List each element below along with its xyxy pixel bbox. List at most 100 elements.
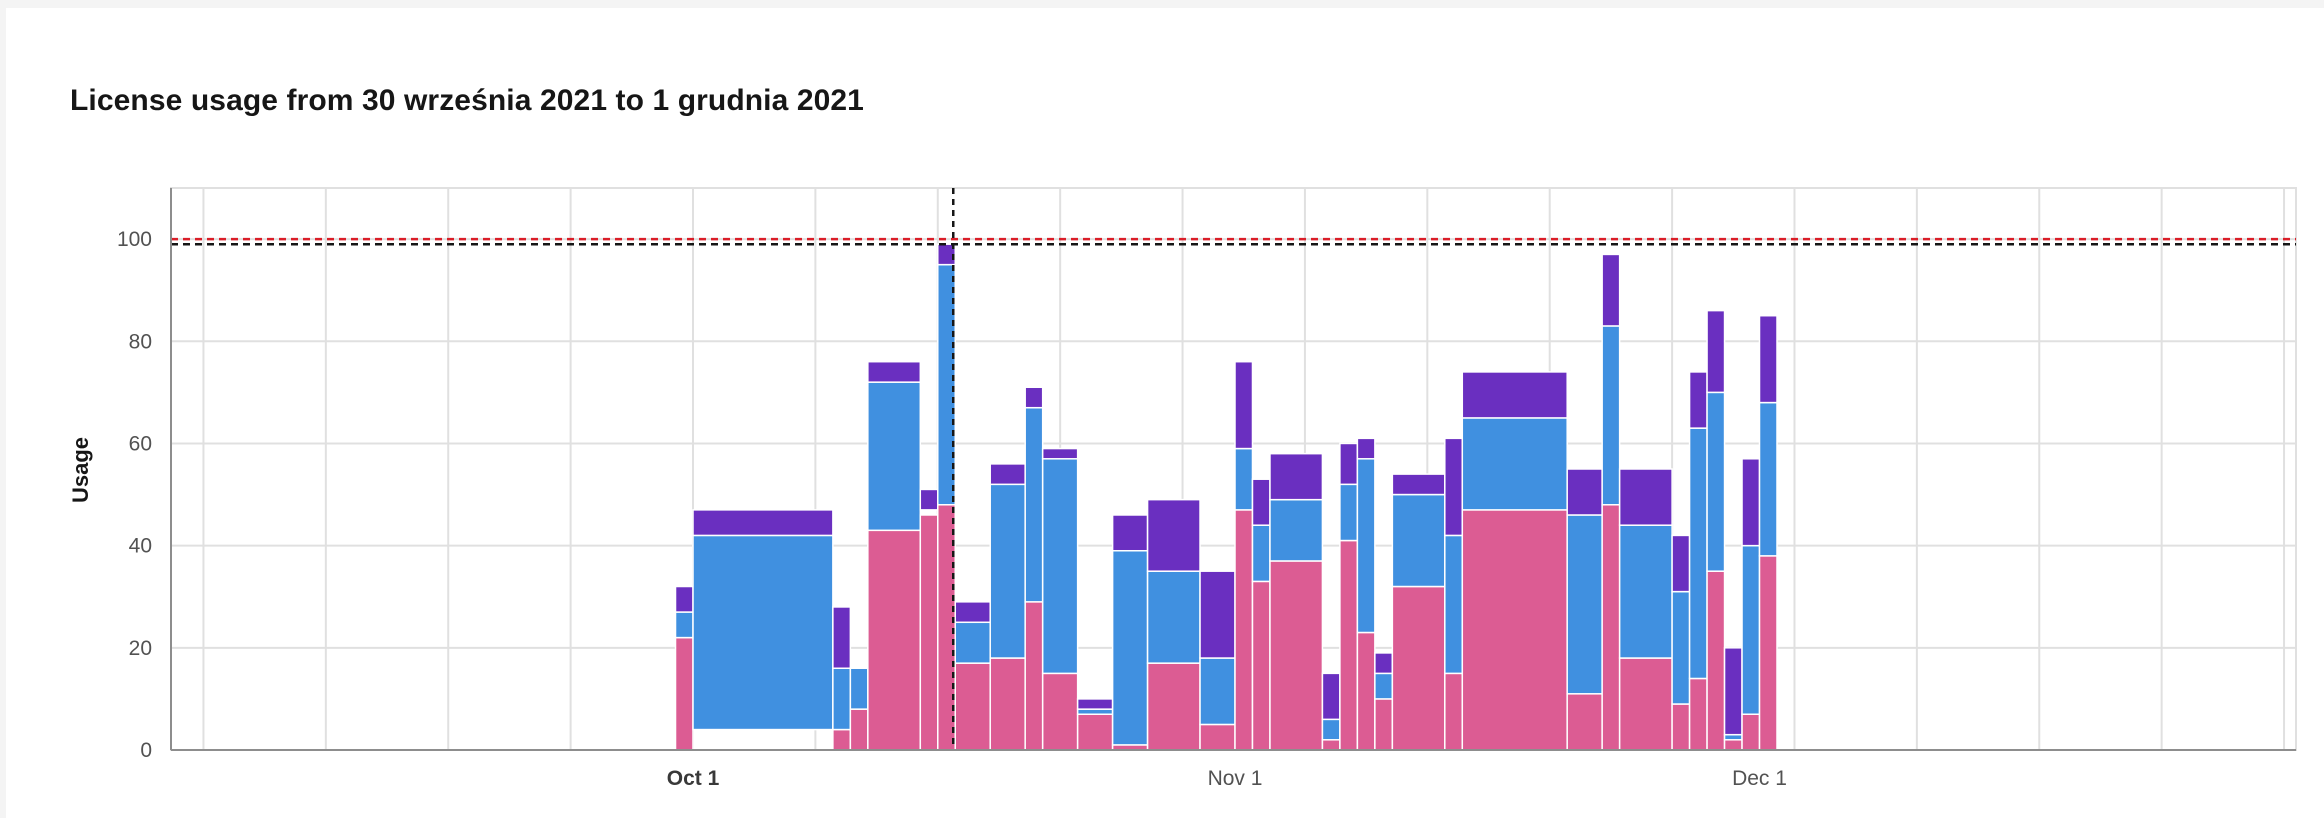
y-tick-label-20: 20 — [129, 637, 152, 660]
bar-11-segment-top — [1076, 698, 1114, 710]
bar-27-segment-middle — [1618, 524, 1673, 659]
bar-14-segment-top — [1199, 570, 1236, 659]
bar-6-segment-top — [937, 243, 957, 266]
bar-2-segment-bottom — [832, 728, 852, 751]
bar-8-segment-top — [989, 463, 1026, 486]
bar-30-segment-top — [1706, 309, 1726, 394]
bar-14-segment-bottom — [1199, 723, 1236, 751]
bar-32-segment-bottom — [1741, 713, 1761, 751]
bar-18-segment-bottom — [1321, 739, 1341, 751]
bar-28-segment-middle — [1671, 590, 1691, 705]
bar-7-segment-middle — [954, 621, 991, 664]
bar-31-segment-bottom — [1723, 739, 1743, 751]
y-tick-label-100: 100 — [117, 228, 152, 251]
bar-33-segment-bottom — [1758, 555, 1778, 751]
bar-20-segment-bottom — [1356, 631, 1376, 751]
bar-22-segment-bottom — [1391, 585, 1446, 751]
bar-21-segment-middle — [1374, 672, 1394, 700]
bar-30-segment-middle — [1706, 391, 1726, 572]
bar-10-segment-top — [1041, 447, 1079, 460]
bar-26-segment-bottom — [1601, 504, 1621, 751]
bar-20-segment-top — [1356, 437, 1376, 460]
bar-23-segment-bottom — [1444, 672, 1464, 751]
bar-16-segment-top — [1251, 478, 1271, 526]
bar-25-segment-top — [1566, 468, 1603, 516]
x-tick-label-nov-1: Nov 1 — [1208, 767, 1263, 790]
bar-31-segment-top — [1723, 647, 1743, 736]
bar-24-segment-bottom — [1461, 509, 1568, 751]
bar-26-segment-middle — [1601, 325, 1621, 506]
bar-22-segment-middle — [1391, 493, 1446, 588]
bar-23-segment-top — [1444, 437, 1464, 537]
bar-7-segment-bottom — [954, 662, 991, 751]
y-tick-label-60: 60 — [129, 432, 152, 455]
bar-18-segment-top — [1321, 672, 1341, 721]
bar-10-segment-middle — [1041, 458, 1079, 675]
bar-16-segment-middle — [1251, 524, 1271, 583]
bar-9-segment-bottom — [1024, 601, 1044, 751]
bar-27-segment-bottom — [1618, 657, 1673, 751]
bar-12-segment-middle — [1111, 549, 1149, 746]
bar-14-segment-middle — [1199, 657, 1236, 726]
y-axis-title: Usage — [68, 437, 93, 503]
bar-11-segment-middle — [1076, 708, 1114, 715]
bar-0-segment-bottom — [674, 636, 694, 751]
bar-31-segment-middle — [1723, 733, 1743, 741]
bar-26-segment-top — [1601, 253, 1621, 327]
bar-24-segment-top — [1461, 371, 1568, 419]
bar-9-segment-middle — [1024, 406, 1044, 603]
bar-21-segment-top — [1374, 652, 1394, 675]
bar-20-segment-middle — [1356, 458, 1376, 634]
x-tick-label-oct-1: Oct 1 — [667, 767, 720, 790]
bar-29-segment-bottom — [1688, 677, 1708, 751]
bar-5-segment-bottom — [919, 514, 939, 751]
bar-8-segment-bottom — [989, 657, 1026, 751]
bar-15-segment-bottom — [1234, 509, 1254, 751]
axis-layer: 0 20 40 60 80 100 Oct 1 Nov 1 Dec 1 — [117, 188, 2296, 790]
bar-27-segment-top — [1618, 468, 1673, 526]
bar-17-segment-top — [1269, 452, 1324, 501]
x-tick-label-dec-1: Dec 1 — [1732, 767, 1787, 790]
bar-3-segment-bottom — [849, 708, 869, 751]
y-tick-label-0: 0 — [140, 739, 152, 762]
bar-33-segment-top — [1758, 314, 1778, 404]
bar-12-segment-top — [1111, 514, 1149, 552]
bar-4-segment-top — [867, 360, 922, 383]
bar-23-segment-middle — [1444, 534, 1464, 675]
reference-lines-layer — [171, 188, 2296, 750]
bar-24-segment-middle — [1461, 417, 1568, 511]
bar-7-segment-top — [954, 601, 991, 624]
bar-30-segment-bottom — [1706, 570, 1726, 751]
bar-13-segment-top — [1146, 498, 1201, 572]
bar-15-segment-top — [1234, 360, 1254, 450]
bar-2-segment-top — [832, 606, 852, 670]
bar-0-segment-middle — [674, 611, 694, 639]
bar-19-segment-bottom — [1339, 539, 1359, 751]
bar-4-segment-bottom — [867, 529, 922, 751]
bar-4-segment-middle — [867, 381, 922, 532]
bar-19-segment-top — [1339, 442, 1359, 486]
chart-title: License usage from 30 września 2021 to 1… — [70, 84, 864, 117]
bar-13-segment-bottom — [1146, 662, 1201, 751]
bar-8-segment-middle — [989, 483, 1026, 659]
bar-17-segment-bottom — [1269, 560, 1324, 751]
bar-2-segment-middle — [832, 667, 852, 731]
bar-1-segment-middle — [692, 534, 834, 731]
bar-28-segment-bottom — [1671, 703, 1691, 751]
y-tick-label-80: 80 — [129, 330, 152, 353]
bar-10-segment-bottom — [1041, 672, 1079, 751]
bar-11-segment-bottom — [1076, 713, 1114, 751]
bar-15-segment-middle — [1234, 447, 1254, 511]
bar-32-segment-top — [1741, 458, 1761, 547]
bar-25-segment-bottom — [1566, 693, 1603, 751]
bars-layer — [674, 243, 1778, 751]
bar-29-segment-top — [1688, 371, 1708, 429]
bar-3-segment-middle — [849, 667, 869, 710]
bar-9-segment-top — [1024, 386, 1044, 409]
bar-1-segment-top — [692, 509, 834, 537]
bar-13-segment-middle — [1146, 570, 1201, 664]
bar-33-segment-middle — [1758, 401, 1778, 557]
bar-16-segment-bottom — [1251, 580, 1271, 751]
bar-29-segment-middle — [1688, 427, 1708, 680]
